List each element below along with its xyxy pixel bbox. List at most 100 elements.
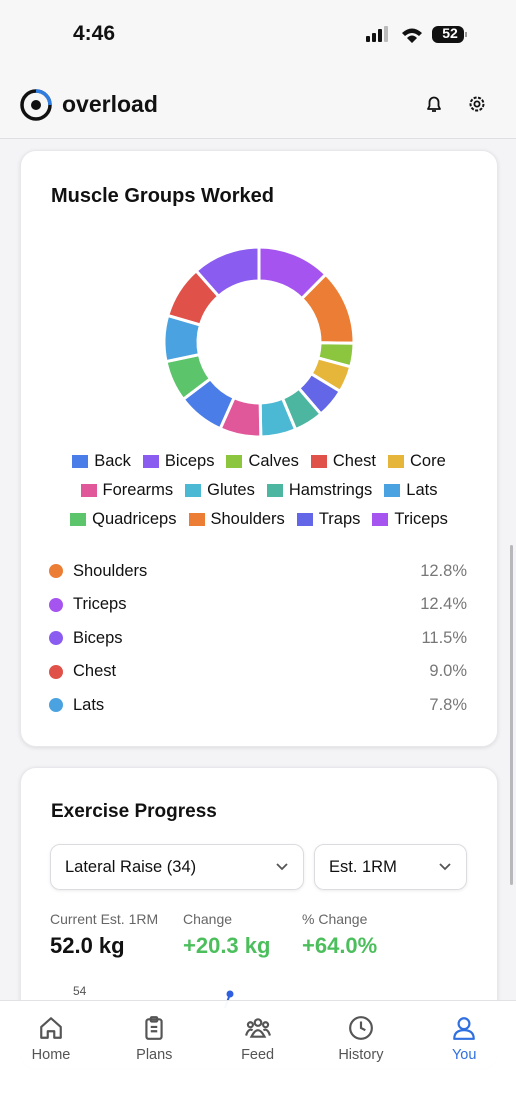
legend-label: Traps — [318, 509, 361, 528]
bottom-nav: Home Plans Feed History You — [0, 1000, 516, 1118]
group-dot — [49, 698, 63, 713]
legend-swatch — [384, 483, 401, 497]
metric-dropdown[interactable]: Est. 1RM — [314, 844, 467, 890]
dropdown-value: Est. 1RM — [329, 857, 397, 876]
legend: Back Biceps Calves Chest Core Forearms Glutes H… — [41, 451, 477, 529]
status-icons — [366, 26, 467, 43]
group-row: Triceps 12.4% — [49, 593, 467, 617]
legend-item: Lats — [384, 480, 437, 500]
group-dot — [49, 597, 63, 612]
group-name: Chest — [73, 662, 117, 681]
legend-item: Biceps — [142, 451, 215, 471]
group-name: Triceps — [73, 595, 127, 614]
nav-label: Plans — [136, 1047, 173, 1063]
legend-item: Glutes — [185, 480, 255, 500]
group-dot — [49, 664, 63, 679]
group-dot — [49, 631, 63, 646]
group-percent: 9.0% — [429, 662, 467, 681]
legend-swatch — [72, 454, 89, 468]
legend-swatch — [80, 483, 97, 497]
legend-label: Triceps — [394, 509, 448, 528]
nav-label: You — [451, 1047, 477, 1063]
stat-value: 52.0 kg — [50, 933, 125, 958]
settings-button[interactable] — [467, 94, 487, 114]
donut-chart — [162, 245, 356, 439]
legend-item: Back — [72, 451, 131, 471]
app-logo — [20, 89, 52, 121]
legend-label: Biceps — [164, 451, 215, 470]
legend-swatch — [188, 512, 205, 526]
legend-label: Lats — [406, 480, 438, 499]
group-name: Biceps — [73, 628, 123, 647]
group-percent: 12.8% — [420, 561, 467, 580]
legend-item: Traps — [296, 509, 361, 529]
nav-icon — [348, 1016, 373, 1040]
group-name: Lats — [73, 695, 105, 714]
nav-item[interactable]: You — [419, 1015, 509, 1063]
legend-label: Back — [94, 451, 131, 470]
legend-item: Chest — [310, 451, 376, 471]
nav-icon — [244, 1018, 271, 1038]
stat-value: +20.3 kg — [183, 933, 271, 958]
donut-segment — [194, 245, 261, 299]
nav-icon — [40, 1017, 62, 1039]
legend-item: Triceps — [372, 509, 448, 529]
legend-swatch — [70, 512, 87, 526]
group-row: Shoulders 12.8% — [49, 559, 467, 583]
stat-value: +64.0% — [302, 933, 378, 958]
legend-label: Calves — [248, 451, 299, 470]
legend-swatch — [185, 483, 202, 497]
nav-item[interactable]: Home — [6, 1015, 96, 1063]
legend-item: Forearms — [80, 480, 174, 500]
nav-icon — [145, 1016, 163, 1040]
top-bar — [0, 0, 516, 139]
notifications-button[interactable] — [424, 94, 444, 114]
nav-label: History — [338, 1047, 384, 1063]
group-row: Lats 7.8% — [49, 693, 467, 717]
group-dot — [49, 564, 63, 578]
legend-label: Forearms — [102, 480, 174, 499]
stat-label: % Change — [302, 911, 368, 927]
legend-label: Chest — [332, 451, 376, 470]
chevron — [276, 863, 288, 871]
legend-label: Hamstrings — [288, 480, 373, 499]
legend-item: Calves — [226, 451, 299, 471]
scrollbar — [510, 545, 513, 885]
legend-swatch — [266, 483, 283, 497]
dropdown-value: Lateral Raise (34) — [65, 857, 197, 876]
stat-label: Current Est. 1RM — [50, 911, 159, 927]
exercise-dropdown[interactable]: Lateral Raise (34) — [50, 844, 304, 890]
legend-swatch — [388, 454, 404, 468]
legend-item: Hamstrings — [266, 480, 373, 500]
legend-swatch — [296, 512, 313, 526]
legend-item: Quadriceps — [70, 509, 177, 529]
group-percent: 12.4% — [420, 595, 467, 614]
nav-item[interactable]: History — [316, 1015, 406, 1063]
legend-label: Core — [410, 451, 446, 470]
group-percent: 7.8% — [429, 695, 467, 714]
status-time: 4:46 — [73, 22, 116, 45]
group-percent: 11.5% — [421, 628, 467, 647]
legend-swatch — [142, 454, 159, 468]
app-name: overload — [62, 91, 158, 117]
chart-tick-label: 54 — [73, 984, 87, 998]
group-row: Chest 9.0% — [49, 660, 467, 684]
group-name: Shoulders — [73, 561, 148, 580]
nav-item[interactable]: Feed — [213, 1015, 303, 1063]
card-title: Muscle Groups Worked — [51, 185, 275, 207]
legend-label: Shoulders — [210, 509, 285, 528]
nav-label: Feed — [241, 1047, 275, 1063]
stat-label: Change — [183, 911, 233, 927]
battery-level: 52 — [442, 25, 458, 41]
group-row: Biceps 11.5% — [49, 626, 467, 650]
card-title: Exercise Progress — [51, 801, 217, 822]
legend-swatch — [226, 454, 243, 468]
legend-swatch — [372, 512, 389, 526]
nav-icon — [453, 1017, 476, 1040]
chevron — [439, 863, 451, 871]
legend-item: Shoulders — [188, 509, 285, 529]
legend-item: Core — [388, 451, 446, 471]
nav-item[interactable]: Plans — [109, 1015, 199, 1063]
legend-swatch — [310, 454, 327, 468]
